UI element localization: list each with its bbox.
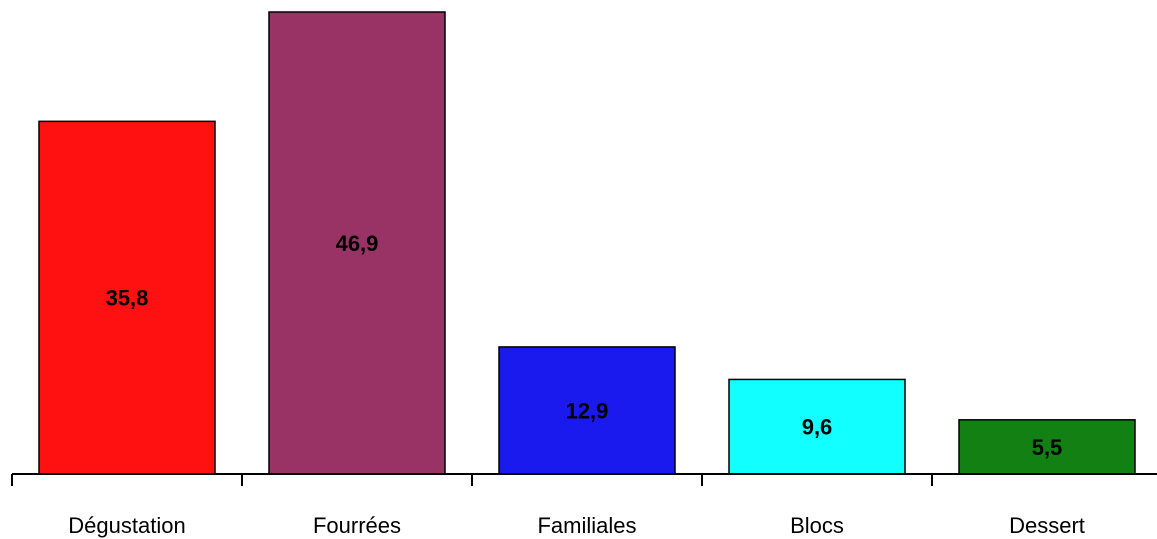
category-tick-label: Fourrées bbox=[313, 513, 401, 538]
bar-familiales bbox=[498, 346, 676, 475]
bar-fourrees bbox=[268, 11, 446, 475]
bar-value-labels: 35,8 46,9 12,9 9,6 5,5 bbox=[106, 231, 1063, 460]
x-axis bbox=[11, 473, 1157, 486]
bar-value-label: 12,9 bbox=[566, 398, 609, 423]
bar-blocs bbox=[728, 378, 906, 475]
bar-value-label: 9,6 bbox=[802, 415, 833, 440]
category-tick-label: Blocs bbox=[790, 513, 844, 538]
bars-group bbox=[38, 11, 1136, 475]
category-tick-label: Dégustation bbox=[68, 513, 185, 538]
category-tick-label: Dessert bbox=[1009, 513, 1085, 538]
bar-value-label: 5,5 bbox=[1032, 435, 1063, 460]
bar-value-label: 46,9 bbox=[336, 231, 379, 256]
bar-value-label: 35,8 bbox=[106, 286, 149, 311]
category-tick-label: Familiales bbox=[537, 513, 636, 538]
category-labels: Dégustation Fourrées Familiales Blocs Desser… bbox=[68, 513, 1085, 538]
bar-degustation bbox=[38, 120, 216, 475]
